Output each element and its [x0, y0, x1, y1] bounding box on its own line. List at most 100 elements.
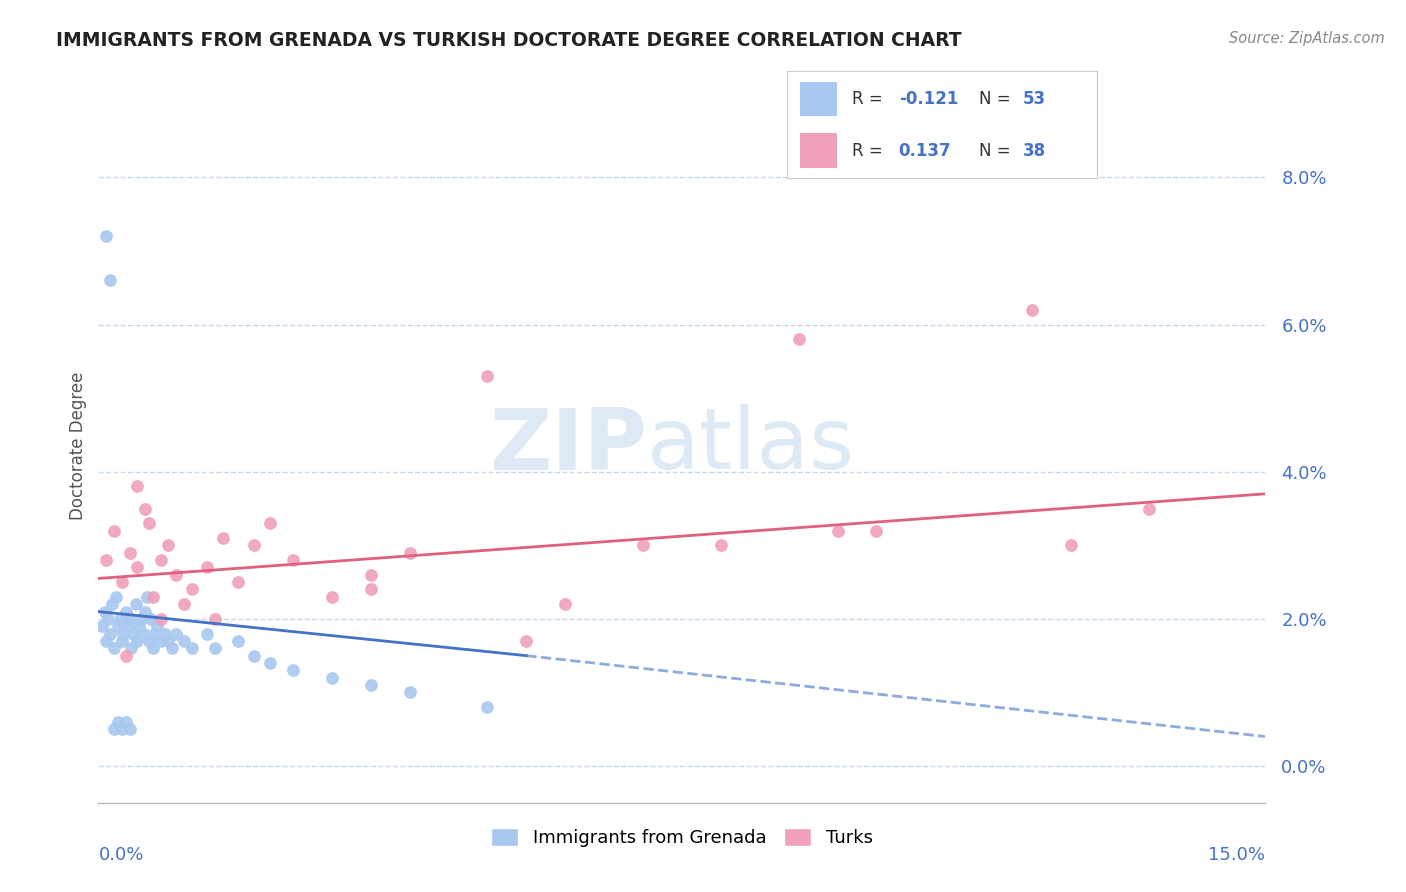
Point: [162, 641, 184, 656]
Point: [132, 626, 155, 640]
Point: [554, 597, 576, 611]
Point: [118, 612, 141, 626]
Point: [114, 714, 136, 729]
Point: [125, 597, 148, 611]
Point: [134, 605, 156, 619]
Point: [111, 634, 134, 648]
Point: [112, 626, 135, 640]
Point: [107, 619, 129, 633]
Point: [477, 369, 499, 384]
Point: [360, 678, 382, 692]
Bar: [800, 134, 837, 168]
Point: [97, 612, 120, 626]
Point: [108, 612, 131, 626]
Point: [134, 501, 156, 516]
Text: 15.0%: 15.0%: [1208, 846, 1265, 863]
Point: [173, 597, 195, 611]
Point: [281, 664, 304, 678]
Point: [142, 641, 165, 656]
Point: [117, 619, 139, 633]
Point: [787, 332, 810, 346]
Point: [360, 582, 382, 597]
Text: -0.121: -0.121: [898, 90, 957, 108]
Point: [204, 612, 226, 626]
Point: [143, 626, 166, 640]
Point: [243, 538, 266, 552]
Point: [96, 553, 118, 567]
Point: [142, 590, 165, 604]
Point: [149, 553, 172, 567]
Text: R =: R =: [852, 142, 894, 160]
Point: [710, 538, 733, 552]
Point: [259, 516, 281, 531]
Point: [180, 641, 202, 656]
Point: [96, 229, 118, 244]
Point: [129, 612, 152, 626]
Point: [515, 634, 537, 648]
Point: [118, 546, 141, 560]
Point: [157, 634, 180, 648]
Point: [103, 524, 125, 538]
Point: [120, 641, 142, 656]
Point: [173, 634, 195, 648]
Point: [146, 619, 169, 633]
Point: [107, 714, 129, 729]
Point: [243, 648, 266, 663]
Point: [195, 560, 218, 574]
Text: Source: ZipAtlas.com: Source: ZipAtlas.com: [1229, 31, 1385, 46]
Point: [149, 634, 172, 648]
Point: [118, 723, 141, 737]
Point: [111, 723, 134, 737]
Point: [180, 582, 202, 597]
Point: [141, 612, 163, 626]
Point: [398, 685, 420, 699]
Point: [153, 626, 176, 640]
Point: [101, 597, 124, 611]
Point: [127, 479, 149, 493]
Text: 38: 38: [1022, 142, 1046, 160]
Text: N =: N =: [979, 142, 1017, 160]
Point: [1060, 538, 1083, 552]
Point: [157, 538, 180, 552]
Text: 53: 53: [1022, 90, 1046, 108]
Point: [827, 524, 849, 538]
Point: [103, 723, 125, 737]
Point: [631, 538, 654, 552]
Point: [103, 641, 125, 656]
Point: [91, 619, 114, 633]
Point: [360, 567, 382, 582]
Point: [104, 590, 127, 604]
Point: [127, 560, 149, 574]
Point: [212, 531, 235, 545]
Point: [321, 671, 343, 685]
Point: [138, 516, 160, 531]
Text: 0.0%: 0.0%: [98, 846, 143, 863]
Point: [281, 553, 304, 567]
Point: [1137, 501, 1160, 516]
Point: [195, 626, 218, 640]
Point: [127, 634, 149, 648]
Text: R =: R =: [852, 90, 889, 108]
Text: atlas: atlas: [647, 404, 855, 488]
Point: [96, 634, 118, 648]
Point: [477, 700, 499, 714]
Point: [165, 626, 187, 640]
Point: [259, 656, 281, 670]
Y-axis label: Doctorate Degree: Doctorate Degree: [69, 372, 87, 520]
Point: [93, 605, 115, 619]
Point: [321, 590, 343, 604]
Point: [135, 590, 157, 604]
Point: [398, 546, 420, 560]
Point: [865, 524, 887, 538]
Text: N =: N =: [979, 90, 1017, 108]
Text: 0.137: 0.137: [898, 142, 952, 160]
Text: ZIP: ZIP: [489, 404, 647, 488]
Point: [228, 575, 250, 590]
Point: [149, 612, 172, 626]
Text: IMMIGRANTS FROM GRENADA VS TURKISH DOCTORATE DEGREE CORRELATION CHART: IMMIGRANTS FROM GRENADA VS TURKISH DOCTO…: [56, 31, 962, 50]
Point: [114, 605, 136, 619]
Point: [204, 641, 226, 656]
Bar: [800, 82, 837, 116]
Point: [111, 575, 134, 590]
Point: [138, 634, 160, 648]
